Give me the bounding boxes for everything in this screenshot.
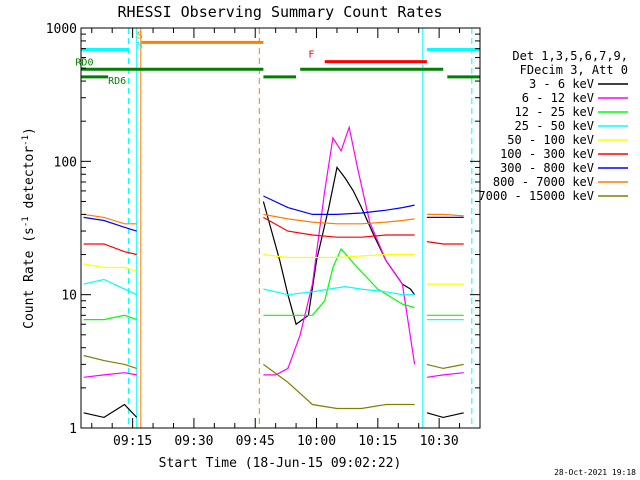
- series-line: [263, 285, 415, 296]
- series-line: [263, 195, 415, 215]
- state-bar-label: F: [308, 50, 314, 61]
- legend: Det 1,3,5,6,7,9,FDecim 3, Att 03 - 6 keV…: [478, 49, 628, 203]
- vertical-markers: [128, 28, 473, 428]
- state-bar-label: S: [137, 30, 143, 41]
- state-bar-label: RD0: [75, 57, 93, 68]
- y-axis-label-main: Count Rate (s: [22, 227, 37, 329]
- series-line: [263, 216, 415, 238]
- series-line: [262, 165, 416, 326]
- series-line: [83, 372, 137, 378]
- x-tick-label: 10:15: [358, 434, 397, 449]
- series-line: [83, 216, 137, 232]
- series-line: [83, 278, 137, 296]
- series-line: [426, 372, 464, 378]
- state-bar-labels: SN F RD0 RD6: [75, 30, 314, 86]
- legend-entry-label: 6 - 12 keV: [522, 91, 594, 105]
- legend-entry-label: 100 - 300 keV: [500, 147, 594, 161]
- y-tick-label: 100: [54, 155, 77, 170]
- y-axis-label: Count Rate (s-1 detector-1): [21, 127, 37, 329]
- legend-header: FDecim 3, Att 0: [520, 63, 628, 77]
- series-line: [83, 263, 137, 272]
- series-line: [263, 213, 415, 225]
- legend-entry-label: 25 - 50 keV: [515, 119, 594, 133]
- legend-entry-label: 800 - 7000 keV: [493, 175, 594, 189]
- y-axis-label-end: ): [22, 127, 37, 135]
- plot-frame: [80, 27, 481, 429]
- y-tick-label: 1: [69, 422, 77, 437]
- series-line: [83, 354, 137, 369]
- x-axis-ticks: 09:15 09:30 09:45 10:00 10:15 10:30: [91, 28, 481, 449]
- chart-title: RHESSI Observing Summary Count Rates: [117, 3, 442, 21]
- x-tick-label: 09:45: [236, 434, 275, 449]
- legend-entry-label: 7000 - 15000 keV: [478, 189, 594, 203]
- series-line: [426, 363, 464, 370]
- x-tick-label: 10:30: [420, 434, 459, 449]
- x-axis-label: Start Time (18-Jun-15 09:02:22): [159, 456, 402, 471]
- legend-entry-label: 300 - 800 keV: [500, 161, 594, 175]
- series-line: [83, 243, 137, 256]
- x-tick-label: 09:15: [113, 434, 152, 449]
- series-lines: [83, 125, 464, 419]
- series-line: [83, 403, 138, 419]
- legend-entry-label: 12 - 25 keV: [515, 105, 594, 119]
- series-line: [263, 363, 415, 410]
- series-line: [426, 213, 464, 217]
- x-tick-label: 10:00: [297, 434, 336, 449]
- y-axis-label-sup: -1: [21, 216, 31, 227]
- state-bar-label: RD6: [108, 76, 126, 87]
- state-bars: [81, 40, 480, 79]
- y-tick-label: 10: [61, 289, 77, 304]
- y-tick-label: 1000: [46, 22, 77, 37]
- series-line: [83, 314, 137, 321]
- footer-timestamp: 28-Oct-2021 19:18: [554, 468, 636, 477]
- y-axis-ticks: 1 10 100 1000: [46, 22, 480, 437]
- series-line: [426, 412, 464, 419]
- series-line: [263, 247, 415, 316]
- y-axis-label-sup2: -1: [21, 135, 31, 146]
- legend-entry-label: 3 - 6 keV: [529, 77, 594, 91]
- y-axis-label-tail: detector: [22, 146, 37, 217]
- legend-entry-label: 50 - 100 keV: [507, 133, 594, 147]
- state-bar-label: N: [137, 40, 143, 51]
- x-tick-label: 09:30: [174, 434, 213, 449]
- series-line: [263, 125, 416, 376]
- legend-header: Det 1,3,5,6,7,9,: [512, 49, 628, 63]
- series-line: [83, 213, 137, 225]
- series-line: [426, 241, 464, 245]
- series-line: [263, 253, 415, 259]
